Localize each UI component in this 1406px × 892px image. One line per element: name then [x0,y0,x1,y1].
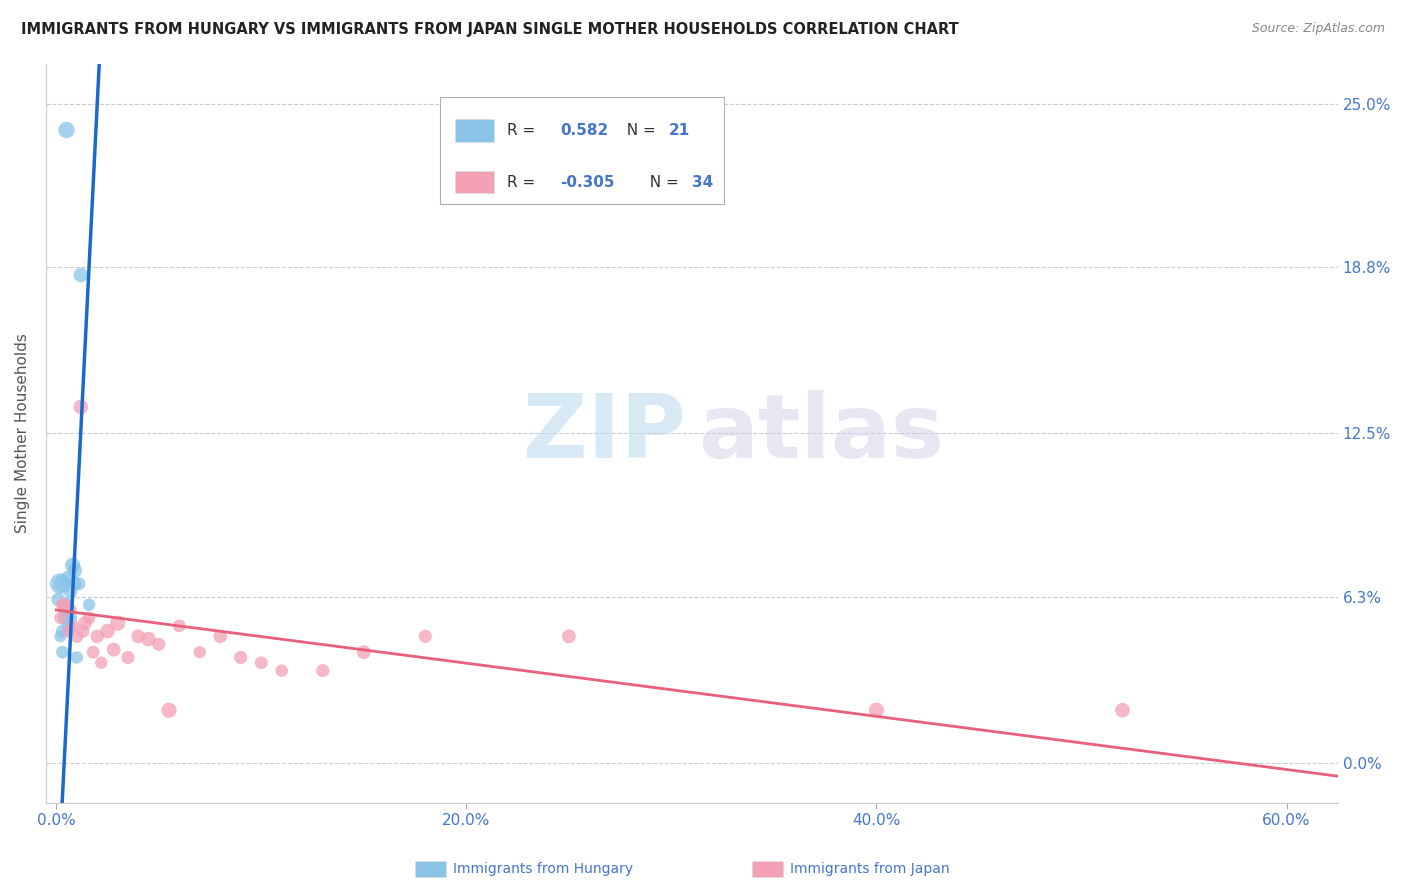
FancyBboxPatch shape [440,97,724,204]
Text: R =: R = [508,175,540,190]
Text: 0.582: 0.582 [560,123,609,138]
Point [353,645,375,659]
Point [49,576,72,591]
Point [46,592,69,607]
Text: 34: 34 [692,175,713,190]
Point [148,637,170,651]
Text: N =: N = [640,175,683,190]
Point [58,571,80,585]
Point [250,656,273,670]
Point [77,611,100,625]
Point [413,629,436,643]
Point [51,624,73,639]
Text: 21: 21 [669,123,690,138]
Point [53,598,76,612]
Point [62,619,84,633]
Point [59,603,82,617]
Point [865,703,887,717]
Text: Immigrants from Japan: Immigrants from Japan [790,862,950,876]
Point [188,645,211,659]
Point [96,624,118,639]
Text: atlas: atlas [699,390,945,477]
Point [270,664,292,678]
Point [59,584,82,599]
Point [86,629,108,643]
Point [63,564,86,578]
Point [167,619,190,633]
Point [66,650,89,665]
Point [558,629,581,643]
Text: Source: ZipAtlas.com: Source: ZipAtlas.com [1251,22,1385,36]
Point [73,616,96,631]
Point [67,576,90,591]
Point [55,123,77,137]
Point [229,650,252,665]
Point [55,598,77,612]
Point [62,558,84,573]
Point [312,664,335,678]
FancyBboxPatch shape [456,171,495,194]
Point [127,629,149,643]
Point [209,629,232,643]
FancyBboxPatch shape [456,120,495,142]
Point [82,645,104,659]
Point [53,611,76,625]
Point [72,624,94,639]
Point [49,611,72,625]
Point [103,642,125,657]
Point [157,703,180,717]
Text: -0.305: -0.305 [560,175,614,190]
Point [63,576,86,591]
Text: R =: R = [508,123,540,138]
Point [51,598,73,612]
Point [69,400,91,414]
Point [90,656,112,670]
Point [69,268,91,282]
Point [77,598,100,612]
Point [66,629,89,643]
Point [138,632,160,646]
Text: Immigrants from Hungary: Immigrants from Hungary [453,862,633,876]
Point [107,616,129,631]
Y-axis label: Single Mother Households: Single Mother Households [15,334,30,533]
Point [59,611,82,625]
Point [58,624,80,639]
Point [53,603,76,617]
Point [51,645,73,659]
Point [49,629,72,643]
Text: ZIP: ZIP [523,390,685,477]
Point [117,650,139,665]
Text: IMMIGRANTS FROM HUNGARY VS IMMIGRANTS FROM JAPAN SINGLE MOTHER HOUSEHOLDS CORREL: IMMIGRANTS FROM HUNGARY VS IMMIGRANTS FR… [21,22,959,37]
Point [1111,703,1133,717]
Point [58,619,80,633]
Text: N =: N = [617,123,661,138]
Point [51,576,73,591]
